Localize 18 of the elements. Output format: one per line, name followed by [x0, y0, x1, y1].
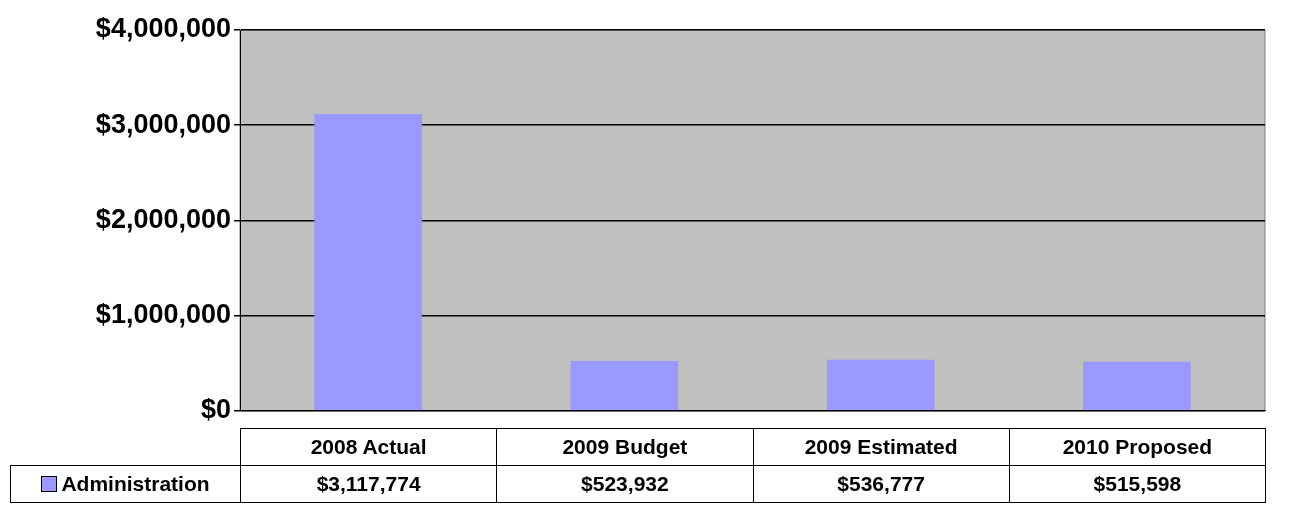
- x-tick-label: 2009 Estimated: [752, 428, 1010, 466]
- y-tick-label: $1,000,000: [95, 299, 231, 330]
- legend-label: Administration: [61, 472, 210, 496]
- x-tick-label: 2008 Actual: [240, 428, 498, 466]
- data-label: $536,777: [752, 465, 1010, 503]
- bar: [1083, 361, 1191, 411]
- bar: [570, 360, 679, 411]
- bar: [826, 359, 935, 411]
- data-label: $3,117,774: [240, 465, 498, 503]
- data-label: $515,598: [1008, 465, 1266, 503]
- x-tick-label: 2009 Budget: [496, 428, 754, 466]
- bar: [314, 113, 422, 411]
- x-tick-label: 2010 Proposed: [1008, 428, 1266, 466]
- y-tick-label: $4,000,000: [95, 13, 231, 44]
- data-label: $523,932: [496, 465, 754, 503]
- y-tick-label: $0: [200, 394, 231, 425]
- y-tick-label: $3,000,000: [95, 108, 231, 139]
- y-tick-label: $2,000,000: [95, 203, 231, 234]
